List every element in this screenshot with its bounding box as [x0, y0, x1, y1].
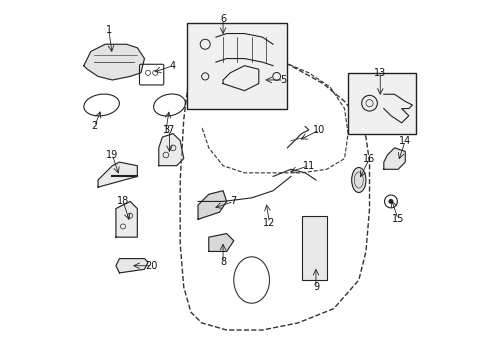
Text: 9: 9	[312, 282, 318, 292]
Text: 5: 5	[280, 75, 286, 85]
Text: 15: 15	[391, 214, 404, 224]
Text: 20: 20	[145, 261, 158, 271]
Text: 16: 16	[363, 154, 375, 163]
Polygon shape	[83, 44, 144, 80]
Text: 11: 11	[302, 161, 314, 171]
Polygon shape	[98, 162, 137, 187]
Polygon shape	[116, 258, 148, 273]
Text: 10: 10	[313, 125, 325, 135]
Text: 19: 19	[106, 150, 118, 160]
Text: 2: 2	[91, 121, 98, 131]
Polygon shape	[208, 234, 233, 251]
Polygon shape	[159, 134, 183, 166]
Polygon shape	[383, 148, 405, 169]
Circle shape	[387, 199, 393, 204]
Text: 1: 1	[105, 25, 112, 35]
Text: 17: 17	[163, 125, 175, 135]
Text: 6: 6	[220, 14, 225, 24]
Bar	[347, 73, 415, 134]
Text: 13: 13	[373, 68, 386, 78]
Polygon shape	[116, 202, 137, 237]
Text: 7: 7	[230, 197, 236, 206]
Text: 3: 3	[163, 125, 169, 135]
Bar	[301, 216, 326, 280]
Text: 18: 18	[117, 197, 129, 206]
Text: 12: 12	[263, 218, 275, 228]
Bar	[187, 23, 287, 109]
Text: 14: 14	[398, 136, 410, 146]
Text: 4: 4	[170, 61, 176, 71]
Polygon shape	[198, 191, 226, 219]
Text: 8: 8	[220, 257, 225, 267]
Ellipse shape	[351, 167, 365, 193]
